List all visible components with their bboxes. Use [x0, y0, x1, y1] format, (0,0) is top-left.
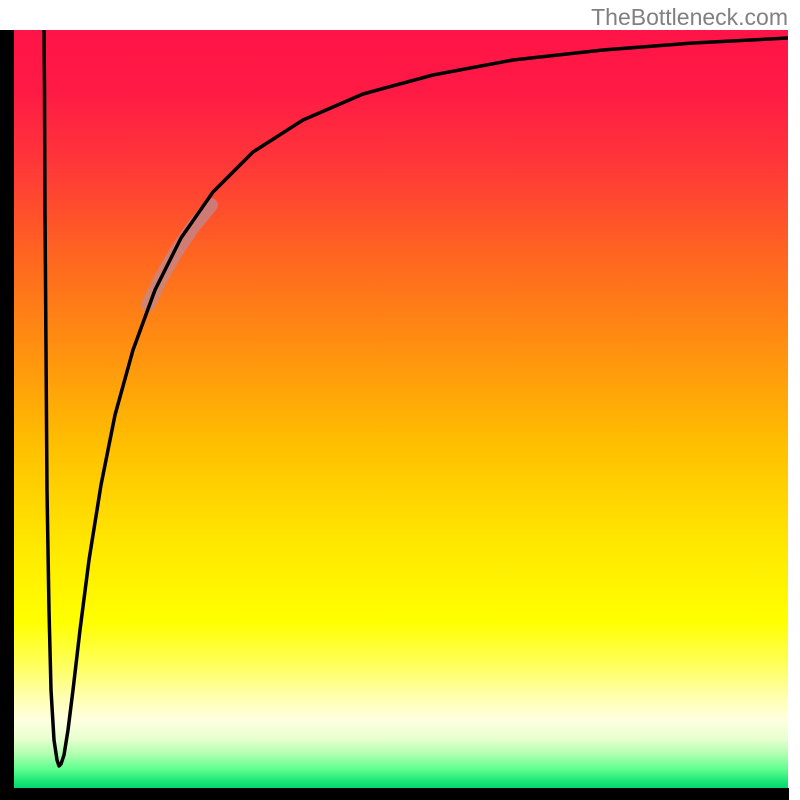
plot-area [13, 30, 788, 788]
watermark-text: TheBottleneck.com [591, 4, 788, 31]
y-axis [0, 30, 14, 800]
x-axis [13, 788, 789, 800]
highlight-segment [148, 205, 211, 305]
main-curve [44, 30, 788, 766]
chart-container: TheBottleneck.com [0, 0, 800, 800]
curve-layer [13, 30, 788, 788]
